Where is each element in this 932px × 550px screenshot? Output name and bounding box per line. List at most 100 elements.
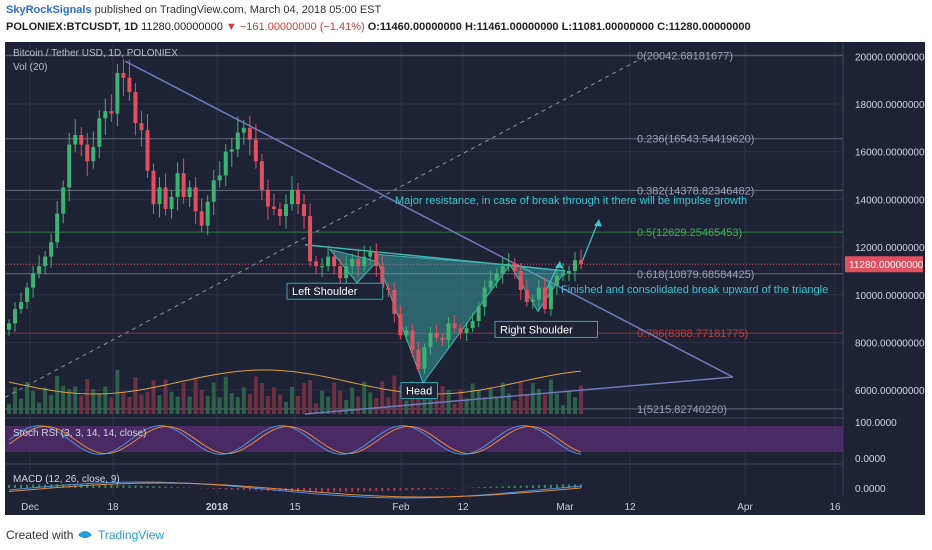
fib-levels: 0(20042.68181677) 0.236(16543.54419620) 0.… <box>5 50 843 416</box>
macd-histogram-bar <box>531 485 534 488</box>
candle-body <box>265 189 270 207</box>
y-tick-label: 16000.00000000 <box>855 148 925 159</box>
breakout-annotation: Finished and consolidated break upward o… <box>561 284 828 296</box>
candle-body <box>139 123 144 131</box>
candle-body <box>199 211 204 226</box>
macd-histogram-bar <box>417 488 420 490</box>
macd-histogram-bar <box>68 484 71 488</box>
head-label-box <box>400 382 438 400</box>
macd-histogram-bar <box>152 486 155 488</box>
volume-bar <box>265 396 270 414</box>
candle-body <box>7 323 11 330</box>
x-tick-label: 16 <box>829 502 841 513</box>
macd-histogram-bar <box>116 484 119 488</box>
macd-histogram-bar <box>32 484 35 488</box>
candle-body <box>43 256 48 267</box>
macd-histogram-bar <box>405 488 408 491</box>
left-shoulder-label-box <box>286 282 384 300</box>
macd-histogram-bar <box>176 487 179 488</box>
volume-bar <box>67 389 72 414</box>
volume-bar <box>296 396 301 414</box>
macd-histogram-bar <box>140 485 143 488</box>
chart-svg[interactable]: 0(20042.68181677) 0.236(16543.54419620) 0.… <box>4 42 931 515</box>
macd-histogram-bar <box>134 485 137 488</box>
candle-body <box>392 290 397 314</box>
candle-body <box>494 273 499 281</box>
volume-bar <box>416 390 421 414</box>
candle-body <box>163 187 168 209</box>
chart-panel[interactable]: 0(20042.68181677) 0.236(16543.54419620) 0.… <box>4 42 931 515</box>
candle-body <box>579 260 583 265</box>
volume-bar <box>452 403 457 414</box>
candle-body <box>350 259 355 267</box>
ascending-trendline <box>304 376 734 415</box>
price-change: ▼ −161.00000000 (−1.41%) <box>225 21 365 33</box>
volume-bar <box>554 393 559 414</box>
volume-bar <box>422 398 427 414</box>
macd-histogram-bar <box>441 488 444 489</box>
volume-bar <box>464 398 469 414</box>
neckline <box>304 243 566 272</box>
volume-bar <box>121 391 126 414</box>
volume-bar <box>217 397 222 414</box>
fib-label: 0.618(10879.68584425) <box>637 269 754 281</box>
x-tick-label: 12 <box>457 502 469 513</box>
resistance-annotation: Major resistance, in case of break throu… <box>395 195 747 207</box>
macd-histogram-bar <box>104 484 107 488</box>
macd-histogram-bar <box>423 488 426 490</box>
volume-bar <box>115 369 120 414</box>
macd-histogram-bar <box>435 488 438 490</box>
volume-bar <box>235 397 240 414</box>
macd-histogram-bar <box>146 485 149 488</box>
candle-body <box>338 266 343 279</box>
macd-histogram-bar <box>98 484 101 488</box>
volume-bar <box>398 385 403 414</box>
volume-bar <box>488 387 493 414</box>
volume-bar <box>314 403 319 414</box>
macd-histogram-bar <box>315 488 318 492</box>
volume-bar <box>151 380 156 414</box>
volume-bar <box>380 381 385 414</box>
x-tick-label: 2018 <box>206 502 229 513</box>
candle-body <box>241 127 246 133</box>
volume-bar <box>91 389 96 414</box>
macd-histogram-bar <box>381 488 384 492</box>
descending-trendline <box>124 60 734 378</box>
candle-body <box>518 270 523 290</box>
candle-body <box>133 92 138 124</box>
candle-body <box>79 135 84 145</box>
fib-label: 0.5(12629.25465453) <box>637 227 742 239</box>
volume-bars <box>7 369 583 414</box>
macd-histogram-bar <box>387 488 390 491</box>
macd-histogram-bar <box>248 488 251 491</box>
macd-histogram-bar <box>309 488 312 492</box>
macd-histogram-bar <box>501 486 504 488</box>
stoch-d-line <box>8 425 582 455</box>
volume-bar <box>253 376 258 414</box>
candle-body <box>85 144 90 162</box>
candle-body <box>566 270 571 274</box>
macd-line <box>8 481 582 499</box>
macd-histogram-bar <box>236 488 239 490</box>
macd-label: MACD (12, 26, close, 9) <box>13 474 120 485</box>
volume-bar <box>73 386 78 414</box>
macd-histogram-bar <box>303 488 306 492</box>
candle-body <box>560 273 565 276</box>
publisher-link[interactable]: SkyRockSignals <box>6 4 92 16</box>
breakout-arrow-head <box>594 219 602 227</box>
tradingview-brand-link[interactable]: TradingView <box>98 528 165 542</box>
volume-bar <box>157 395 162 414</box>
published-text: published on TradingView.com, March 04, … <box>91 4 382 16</box>
candle-body <box>428 332 433 348</box>
candle-body <box>289 189 294 205</box>
macd-histogram-bar <box>321 488 324 492</box>
volume-bar <box>374 398 379 414</box>
candle-body <box>217 175 222 181</box>
candle-body <box>235 132 240 150</box>
macd-histogram-bar <box>375 488 378 492</box>
y-tick-label: 20000.00000000 <box>855 52 925 63</box>
volume-bar <box>43 387 48 414</box>
macd-histogram-bar <box>447 488 450 489</box>
candle-body <box>506 263 511 267</box>
